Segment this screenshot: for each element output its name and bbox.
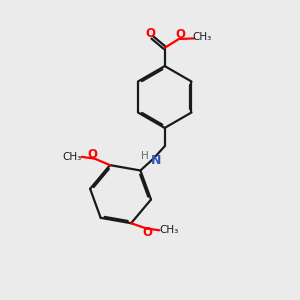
Text: CH₃: CH₃ xyxy=(193,32,212,42)
Text: N: N xyxy=(151,154,162,167)
Text: O: O xyxy=(142,226,153,239)
Text: O: O xyxy=(176,28,186,41)
Text: H: H xyxy=(141,151,148,161)
Text: O: O xyxy=(88,148,98,161)
Text: CH₃: CH₃ xyxy=(159,225,178,235)
Text: O: O xyxy=(145,28,155,40)
Text: CH₃: CH₃ xyxy=(63,152,82,162)
